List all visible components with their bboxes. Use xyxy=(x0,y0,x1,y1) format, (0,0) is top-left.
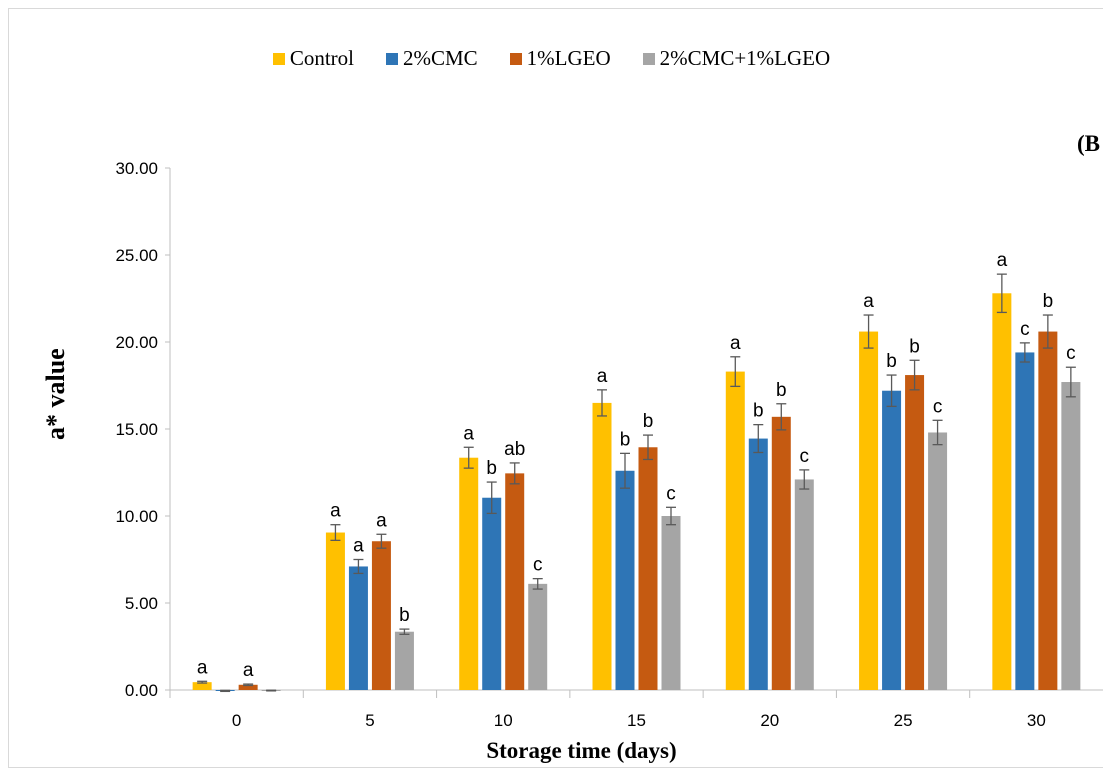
bar xyxy=(528,583,548,690)
bar xyxy=(592,402,612,690)
bar xyxy=(992,293,1012,690)
legend-swatch-control xyxy=(272,52,285,65)
x-tick-label: 0 xyxy=(232,711,241,730)
bar xyxy=(325,532,345,690)
legend-swatch-combo xyxy=(642,52,655,65)
data-label: a xyxy=(997,250,1008,271)
bar xyxy=(348,566,368,690)
bar xyxy=(238,684,258,690)
legend-label-control: Control xyxy=(289,46,354,70)
bar xyxy=(859,331,879,690)
data-label: c xyxy=(1066,343,1076,364)
bar xyxy=(615,470,635,690)
legend-item-cmc: 2%CMC xyxy=(385,46,478,71)
data-label: c xyxy=(933,396,943,417)
bar xyxy=(725,371,745,690)
bar xyxy=(928,432,948,690)
bar xyxy=(459,457,479,690)
data-label: b xyxy=(1043,291,1054,312)
y-tick-label: 30.00 xyxy=(115,159,158,178)
y-tick-label: 10.00 xyxy=(115,507,158,526)
legend-item-lgeo: 1%LGEO xyxy=(509,46,611,71)
data-label: a xyxy=(330,501,341,522)
data-label: a xyxy=(863,291,874,312)
x-tick-label: 15 xyxy=(627,711,646,730)
bar xyxy=(371,541,391,690)
data-label: a xyxy=(463,423,474,444)
data-label: c xyxy=(800,446,810,467)
legend: Control 2%CMC 1%LGEO 2%CMC+1%LGEO xyxy=(0,46,1103,71)
data-label: b xyxy=(886,351,897,372)
legend-item-control: Control xyxy=(272,46,354,71)
bar xyxy=(882,390,902,690)
bar xyxy=(1038,331,1058,690)
bar xyxy=(1061,382,1081,690)
data-label: b xyxy=(776,380,787,401)
panel-label: (B xyxy=(1077,131,1100,156)
data-label: b xyxy=(643,411,654,432)
data-label: a xyxy=(730,333,741,354)
data-label: a xyxy=(376,510,387,531)
data-label: a xyxy=(597,366,608,387)
bar xyxy=(394,631,414,690)
data-label: a xyxy=(197,657,208,678)
bar xyxy=(794,479,814,690)
x-tick-label: 30 xyxy=(1027,711,1046,730)
x-tick-label: 5 xyxy=(365,711,374,730)
bar xyxy=(748,438,768,690)
bar xyxy=(638,447,658,690)
y-tick-label: 0.00 xyxy=(125,681,158,700)
y-tick-label: 25.00 xyxy=(115,246,158,265)
bar xyxy=(771,416,791,690)
x-tick-label: 20 xyxy=(760,711,779,730)
data-label: c xyxy=(533,555,543,576)
y-tick-label: 15.00 xyxy=(115,420,158,439)
bar xyxy=(482,497,502,690)
data-label: b xyxy=(909,336,920,357)
x-axis-title: Storage time (days) xyxy=(486,738,677,763)
data-label: b xyxy=(620,429,631,450)
legend-label-combo: 2%CMC+1%LGEO xyxy=(659,46,831,70)
legend-label-cmc: 2%CMC xyxy=(402,46,478,70)
legend-swatch-cmc xyxy=(385,52,398,65)
x-tick-label: 25 xyxy=(894,711,913,730)
y-tick-label: 5.00 xyxy=(125,594,158,613)
bar xyxy=(505,473,525,690)
data-label: c xyxy=(666,483,676,504)
data-label: b xyxy=(486,458,497,479)
legend-item-combo: 2%CMC+1%LGEO xyxy=(642,46,831,71)
bar xyxy=(1015,352,1035,690)
data-label: b xyxy=(753,401,764,422)
x-tick-label: 10 xyxy=(494,711,513,730)
data-label: c xyxy=(1020,319,1030,340)
data-label: a xyxy=(353,536,364,557)
legend-swatch-lgeo xyxy=(509,52,522,65)
legend-label-lgeo: 1%LGEO xyxy=(526,46,611,70)
bar xyxy=(192,682,212,690)
data-label: b xyxy=(399,605,410,626)
y-tick-label: 20.00 xyxy=(115,333,158,352)
bar xyxy=(905,375,925,690)
data-label: a xyxy=(243,660,254,681)
data-label: ab xyxy=(504,439,525,460)
bar xyxy=(661,516,681,690)
